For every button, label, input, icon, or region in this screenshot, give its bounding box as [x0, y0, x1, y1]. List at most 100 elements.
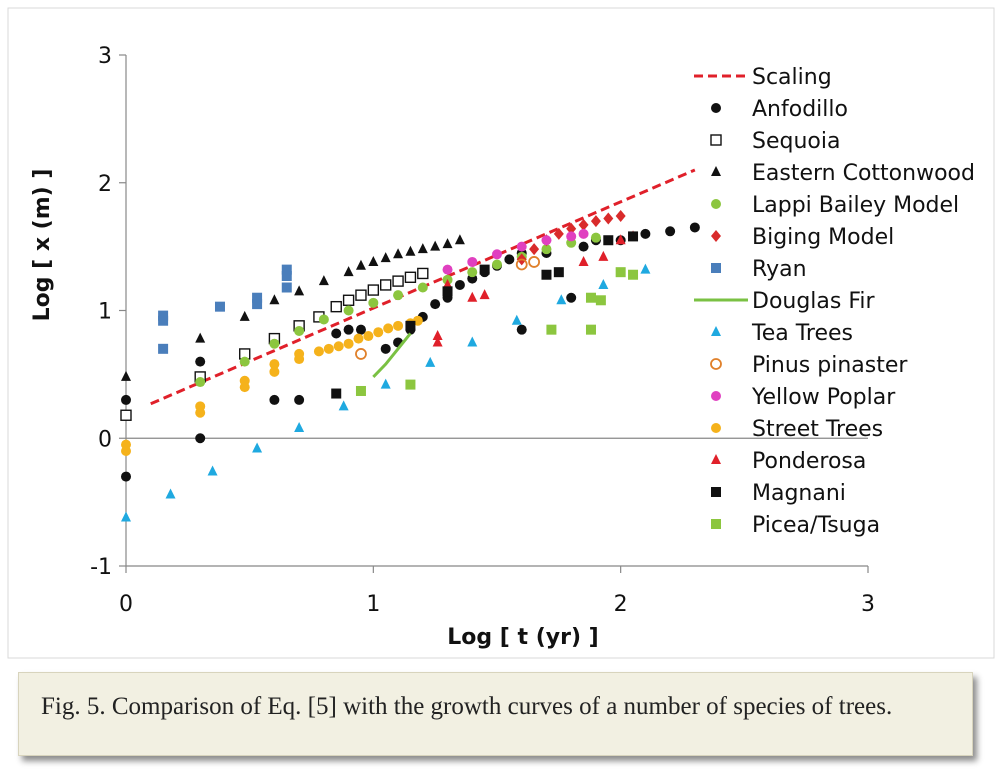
street-trees-point	[121, 446, 131, 457]
magnani-point	[331, 388, 342, 399]
legend-item-tea-trees: Tea Trees	[711, 321, 853, 346]
ryan-point	[252, 299, 263, 310]
sequoia-point	[120, 409, 132, 421]
series-tea-trees	[121, 263, 651, 522]
sequoia-point	[355, 289, 367, 301]
lappi-bailey-model-point	[343, 305, 354, 316]
eastern-cottonwood-point	[343, 266, 354, 277]
lappi-bailey-model-point	[239, 356, 250, 367]
pinus-pinaster-point	[528, 256, 540, 268]
legend-label: Sequoia	[752, 129, 840, 154]
eastern-cottonwood-point	[195, 332, 206, 343]
legend-label: Anfodillo	[752, 97, 848, 122]
legend-label: Street Trees	[752, 417, 883, 442]
street-trees-point	[269, 366, 280, 377]
anfodillo-point	[121, 394, 131, 405]
magnani-point	[479, 264, 490, 275]
eastern-cottonwood-point	[121, 370, 131, 381]
legend-item-lappi-bailey-model: Lappi Bailey Model	[711, 193, 959, 218]
ryan-point	[158, 343, 169, 354]
legend-item-ryan: Ryan	[711, 257, 807, 282]
legend-item-magnani: Magnani	[711, 481, 846, 506]
street-trees-point	[363, 331, 374, 342]
sequoia-point	[367, 284, 380, 296]
eastern-cottonwood-point	[380, 252, 391, 263]
lappi-bailey-model-point	[393, 290, 404, 301]
tea-trees-point	[294, 422, 305, 433]
yellow-poplar-point	[442, 264, 453, 275]
magnani-point	[628, 231, 639, 242]
magnani-point	[405, 320, 416, 331]
anfodillo-point	[689, 222, 700, 233]
ryan-point	[281, 264, 292, 275]
tea-trees-point	[640, 263, 651, 274]
series-ryan	[158, 264, 292, 354]
y-tick-label: 2	[98, 172, 112, 197]
legend-label: Pinus pinaster	[752, 353, 908, 378]
yellow-poplar-point	[566, 231, 577, 242]
legend: Scaling Anfodillo Sequoia Eastern Cottonwoo…	[694, 65, 975, 538]
legend-label: Ryan	[752, 257, 807, 282]
legend-swatch	[711, 166, 721, 176]
ponderosa-point	[578, 255, 589, 266]
street-trees-point	[323, 343, 334, 354]
ponderosa-point	[432, 336, 443, 347]
x-tick-label: 1	[366, 592, 380, 617]
legend-label: Ponderosa	[752, 449, 866, 474]
legend-swatch	[711, 423, 721, 433]
legend-swatch	[711, 454, 721, 464]
legend-swatch	[711, 391, 721, 401]
legend-label: Douglas Fir	[752, 289, 876, 314]
y-tick-label: 1	[98, 300, 112, 325]
legend-label: Eastern Cottonwood	[752, 161, 975, 186]
biging-model-point	[603, 212, 614, 225]
anfodillo-point	[294, 394, 305, 405]
yellow-poplar-point	[541, 235, 552, 246]
yellow-poplar-point	[516, 241, 527, 252]
street-trees-point	[333, 341, 344, 352]
anfodillo-point	[380, 343, 391, 354]
street-trees-point	[313, 346, 324, 357]
ryan-point	[252, 292, 263, 303]
anfodillo-point	[355, 324, 366, 335]
ryan-point	[158, 315, 169, 326]
street-trees-point	[195, 401, 206, 412]
lappi-bailey-model-point	[541, 244, 552, 255]
legend-item-scaling: Scaling	[694, 65, 832, 90]
anfodillo-point	[504, 254, 515, 265]
chart-border	[7, 7, 995, 659]
biging-model-point	[529, 243, 540, 256]
tea-trees-point	[511, 314, 522, 325]
series-street-trees	[121, 315, 423, 457]
legend-label: Lappi Bailey Model	[752, 193, 959, 218]
magnani-point	[442, 286, 453, 297]
anfodillo-point	[566, 292, 577, 303]
anfodillo-point	[640, 228, 651, 239]
series-eastern-cottonwood	[121, 234, 465, 381]
legend-item-sequoia: Sequoia	[710, 129, 840, 154]
ponderosa-point	[615, 234, 626, 245]
sequoia-point	[417, 267, 429, 280]
eastern-cottonwood-point	[239, 310, 250, 321]
legend-swatch	[711, 519, 721, 529]
eastern-cottonwood-point	[430, 240, 441, 251]
anfodillo-point	[578, 241, 589, 252]
sequoia-point	[404, 271, 417, 283]
lappi-bailey-model-point	[294, 325, 305, 336]
eastern-cottonwood-point	[269, 294, 280, 305]
x-axis-label: Log [ t (yr) ]	[447, 625, 598, 650]
ponderosa-point	[467, 291, 478, 302]
tea-trees-point	[556, 294, 567, 305]
legend-label: Scaling	[752, 65, 832, 90]
picea-tsuga-point	[546, 324, 557, 335]
figure-caption: Fig. 5. Comparison of Eq. [5] with the g…	[41, 693, 893, 720]
street-trees-point	[239, 375, 250, 386]
picea-tsuga-point	[355, 385, 366, 396]
x-tick-label: 0	[119, 592, 133, 617]
lappi-bailey-model-point	[492, 259, 502, 270]
ponderosa-point	[598, 250, 609, 261]
yellow-poplar-point	[492, 249, 502, 260]
legend-swatch	[710, 358, 722, 370]
legend-item-pinus-pinaster: Pinus pinaster	[710, 353, 908, 378]
ryan-point	[214, 301, 225, 312]
